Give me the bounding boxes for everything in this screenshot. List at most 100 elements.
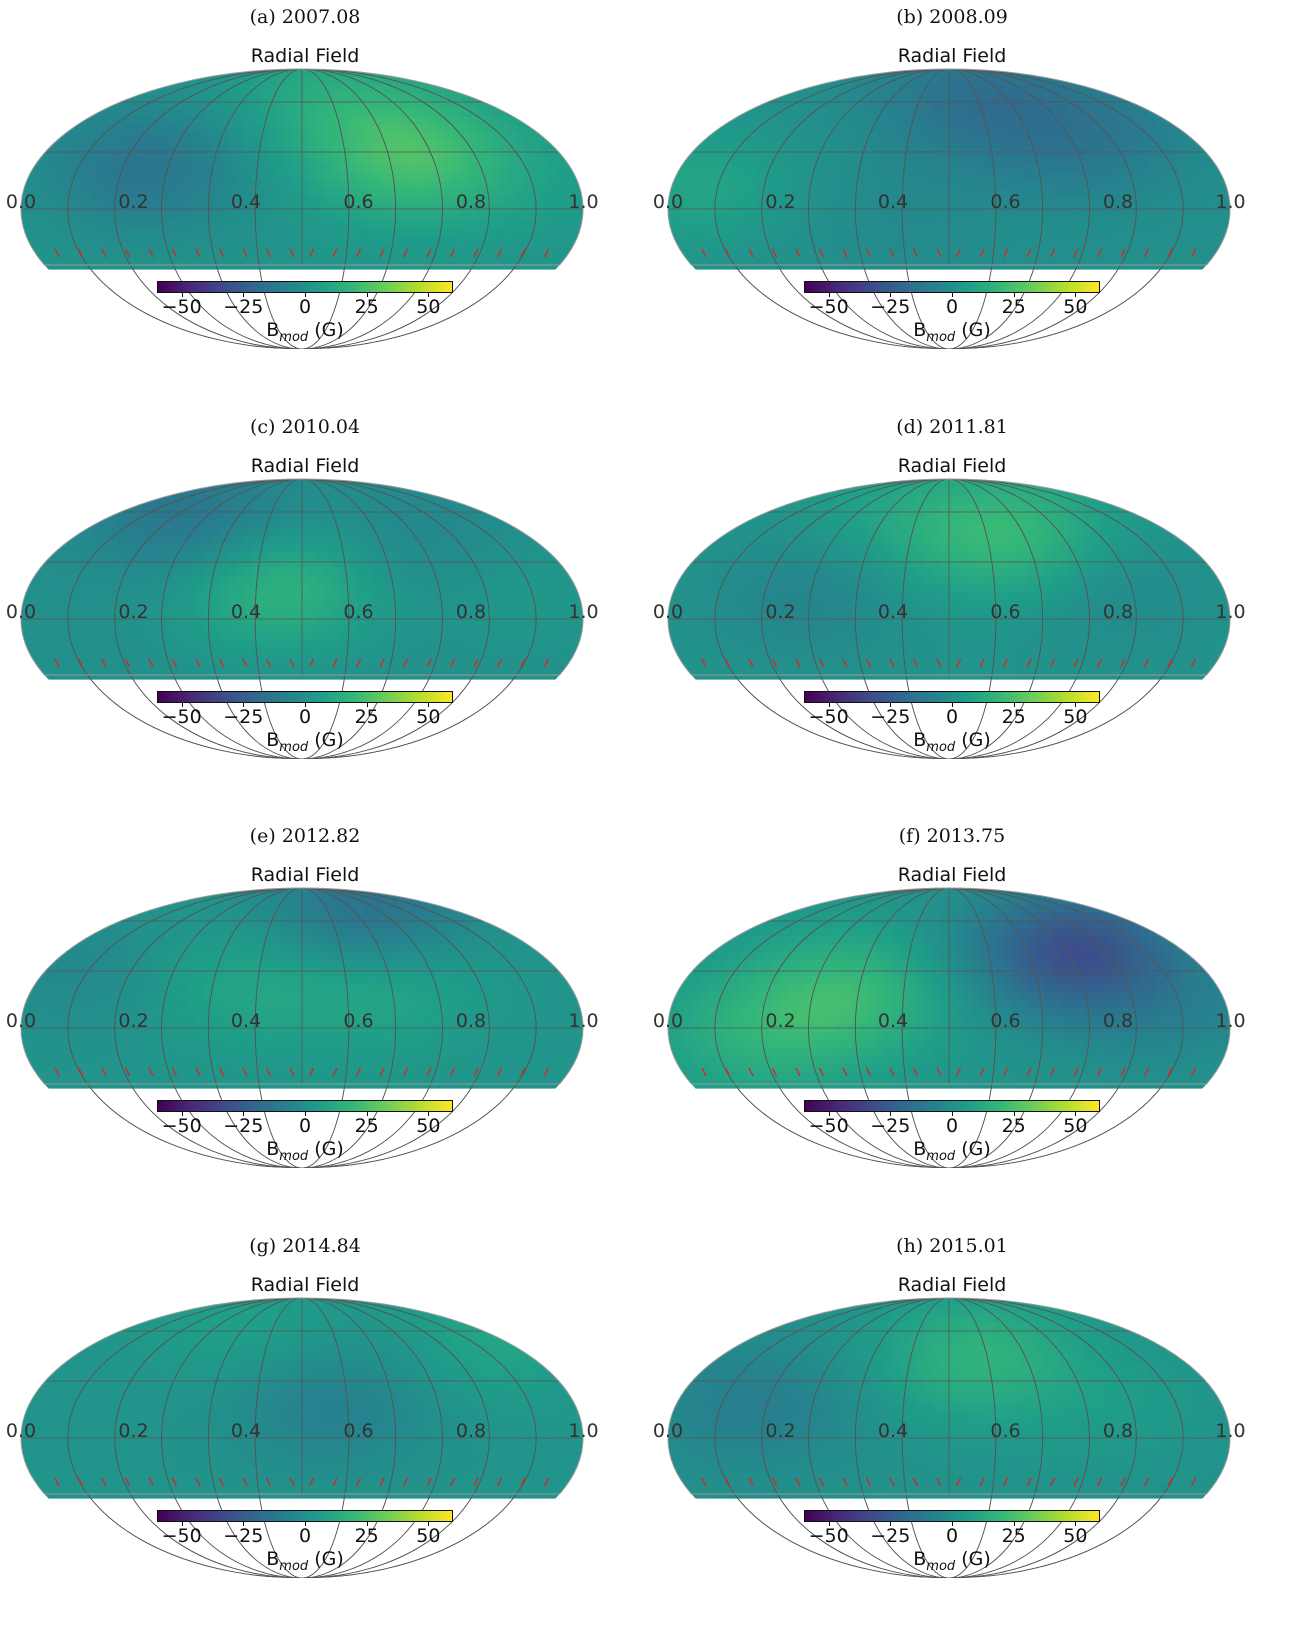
heatmap-cell — [1044, 173, 1053, 182]
heatmap-cell — [325, 623, 334, 632]
heatmap-cell — [988, 93, 997, 102]
heatmap-cell — [101, 567, 110, 576]
heatmap-cell — [477, 535, 486, 544]
heatmap-cell — [101, 197, 110, 206]
heatmap-cell — [205, 503, 214, 512]
heatmap-cell — [517, 487, 526, 496]
heatmap-cell — [565, 141, 574, 150]
heatmap-cell — [996, 245, 1005, 254]
heatmap-cell — [780, 69, 789, 78]
heatmap-cell — [309, 599, 318, 608]
heatmap-cell — [892, 173, 901, 182]
heatmap-cell — [1148, 93, 1157, 102]
heatmap-cell — [149, 197, 158, 206]
heatmap-cell — [908, 221, 917, 230]
heatmap-cell — [700, 117, 709, 126]
heatmap-cell — [676, 213, 685, 222]
heatmap-cell — [309, 583, 318, 592]
heatmap-cell — [1028, 253, 1037, 262]
heatmap-cell — [1164, 93, 1173, 102]
heatmap-cell — [389, 125, 398, 134]
heatmap-cell — [373, 213, 382, 222]
heatmap-cell — [884, 237, 893, 246]
heatmap-cell — [229, 559, 238, 568]
heatmap-cell — [93, 165, 102, 174]
heatmap-cell — [93, 583, 102, 592]
heatmap-cell — [389, 551, 398, 560]
heatmap-cell — [437, 125, 446, 134]
heatmap-cell — [205, 583, 214, 592]
heatmap-cell — [53, 189, 62, 198]
heatmap-cell — [692, 85, 701, 94]
heatmap-cell — [373, 503, 382, 512]
heatmap-cell — [453, 117, 462, 126]
heatmap-cell — [373, 583, 382, 592]
heatmap-cell — [1188, 117, 1197, 126]
heatmap-cell — [1172, 237, 1181, 246]
heatmap-cell — [285, 527, 294, 536]
heatmap-cell — [1100, 173, 1109, 182]
heatmap-cell — [405, 109, 414, 118]
heatmap-cell — [892, 245, 901, 254]
heatmap-cell — [45, 535, 54, 544]
heatmap-cell — [1156, 149, 1165, 158]
heatmap-cell — [1132, 101, 1141, 110]
heatmap-cell — [357, 117, 366, 126]
colorbar-tick-label: −50 — [799, 296, 859, 318]
heatmap-cell — [21, 575, 30, 584]
heatmap-cell — [1124, 85, 1133, 94]
heatmap-cell — [413, 181, 422, 190]
heatmap-cell — [453, 221, 462, 230]
heatmap-cell — [189, 173, 198, 182]
heatmap-cell — [668, 253, 677, 262]
heatmap-cell — [828, 141, 837, 150]
heatmap-cell — [253, 559, 262, 568]
heatmap-cell — [1052, 221, 1061, 230]
heatmap-cell — [253, 503, 262, 512]
heatmap-cell — [708, 101, 717, 110]
heatmap-cell — [437, 93, 446, 102]
heatmap-cell — [509, 543, 518, 552]
heatmap-cell — [541, 479, 550, 488]
heatmap-cell — [541, 527, 550, 536]
heatmap-cell — [429, 607, 438, 616]
heatmap-cell — [493, 181, 502, 190]
heatmap-cell — [453, 77, 462, 86]
heatmap-cell — [573, 93, 582, 102]
heatmap-cell — [1140, 165, 1149, 174]
heatmap-cell — [189, 559, 198, 568]
heatmap-cell — [181, 213, 190, 222]
heatmap-cell — [309, 229, 318, 238]
heatmap-cell — [269, 229, 278, 238]
heatmap-cell — [45, 221, 54, 230]
heatmap-cell — [517, 197, 526, 206]
heatmap-cell — [860, 85, 869, 94]
heatmap-cell — [565, 503, 574, 512]
heatmap-cell — [53, 479, 62, 488]
heatmap-cell — [133, 213, 142, 222]
heatmap-cell — [541, 157, 550, 166]
heatmap-cell — [101, 173, 110, 182]
heatmap-cell — [996, 237, 1005, 246]
heatmap-cell — [381, 479, 390, 488]
heatmap-cell — [1180, 245, 1189, 254]
heatmap-cell — [469, 173, 478, 182]
heatmap-cell — [405, 575, 414, 584]
heatmap-cell — [293, 253, 302, 262]
heatmap-cell — [581, 245, 590, 254]
heatmap-cell — [892, 85, 901, 94]
heatmap-cell — [1220, 93, 1229, 102]
heatmap-cell — [1188, 77, 1197, 86]
heatmap-cell — [796, 69, 805, 78]
heatmap-cell — [445, 141, 454, 150]
heatmap-cell — [357, 133, 366, 142]
heatmap-cell — [940, 117, 949, 126]
heatmap-cell — [413, 133, 422, 142]
heatmap-cell — [573, 261, 582, 270]
heatmap-cell — [389, 165, 398, 174]
heatmap-cell — [1092, 165, 1101, 174]
heatmap-cell — [381, 181, 390, 190]
heatmap-cell — [133, 237, 142, 246]
heatmap-cell — [413, 567, 422, 576]
heatmap-cell — [1172, 197, 1181, 206]
